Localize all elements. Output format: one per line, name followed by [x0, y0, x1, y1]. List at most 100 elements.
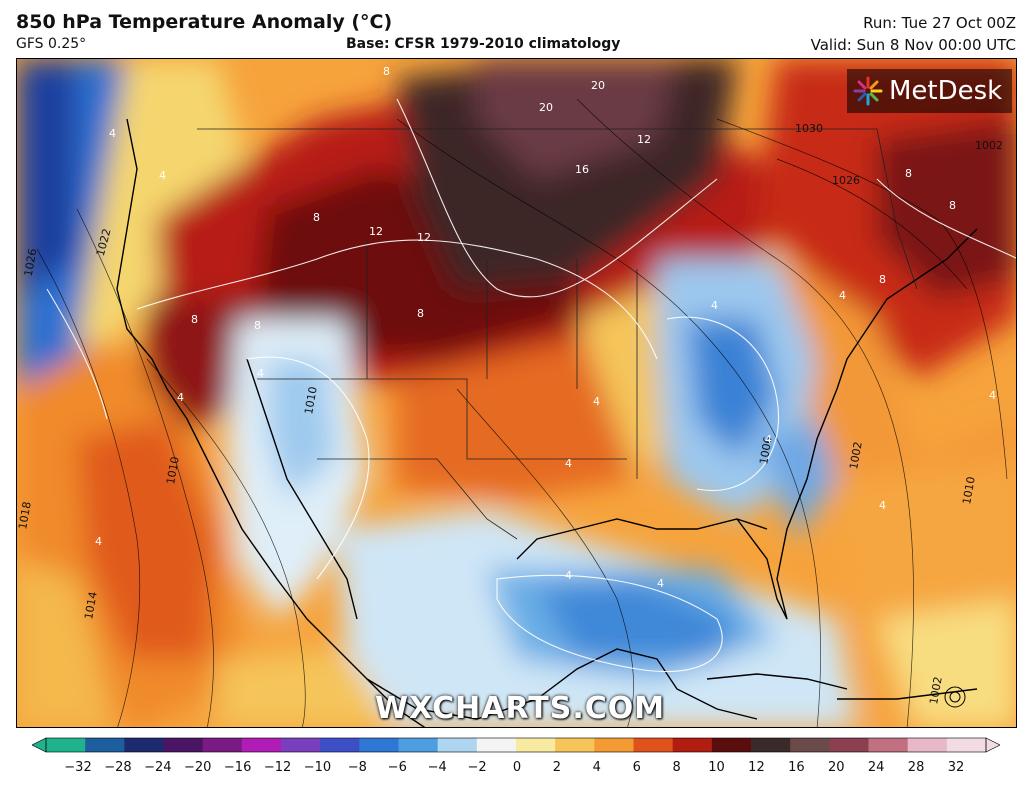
- colorbar-segment: [829, 738, 869, 752]
- anomaly-label: 4: [177, 391, 184, 404]
- anomaly-label: 8: [417, 307, 424, 320]
- anomaly-label: 20: [539, 101, 553, 114]
- colorbar-tick-label: −8: [347, 760, 367, 775]
- anomaly-label: 4: [657, 577, 664, 590]
- colorbar-segment: [241, 738, 282, 752]
- political-borders: [197, 128, 918, 540]
- colorbar-segment: [85, 738, 125, 752]
- colorbar-tick-label: 2: [552, 760, 562, 775]
- valid-time-label: Valid: Sun 8 Nov 00:00 UTC: [810, 36, 1016, 54]
- colorbar-tick-label: 6: [632, 760, 641, 775]
- colorbar-tick-label: 20: [827, 760, 845, 775]
- anomaly-label: 8: [879, 273, 886, 286]
- anomaly-label: 4: [257, 367, 264, 380]
- colorbar-segment: [398, 738, 439, 752]
- isobars: [36, 98, 1008, 727]
- anomaly-label: 4: [159, 169, 166, 182]
- colorbar-frame: [45, 737, 987, 753]
- anomaly-label: 4: [879, 499, 886, 512]
- anomaly-label: 4: [989, 389, 996, 402]
- metdesk-logo: MetDesk: [847, 69, 1012, 113]
- storm-symbol: [944, 686, 966, 708]
- colorbar-tick-label: −20: [184, 760, 212, 775]
- anomaly-label: 12: [637, 133, 651, 146]
- anomaly-label: 20: [591, 79, 605, 92]
- colorbar-segment: [202, 738, 243, 752]
- colorbar-segment: [320, 738, 360, 752]
- colorbar-segment: [672, 738, 713, 752]
- colorbar-max-arrow: [985, 737, 1000, 753]
- isobar-labels: 1030 1026 1026 1022 1018 1014 1010 1010 …: [17, 122, 1003, 705]
- anomaly-label: 12: [417, 231, 431, 244]
- colorbar-tick-label: 32: [947, 760, 965, 775]
- colorbar-tick-label: −12: [263, 760, 292, 775]
- colorbar-segment: [516, 738, 556, 752]
- colorbar: [32, 737, 1000, 753]
- anomaly-label: 4: [565, 569, 572, 582]
- anomaly-label: 4: [765, 433, 772, 446]
- anomaly-contours: [46, 98, 1016, 673]
- colorbar-segment: [359, 738, 399, 752]
- isobar-label: 1010: [164, 456, 182, 486]
- colorbar-segment: [790, 738, 830, 752]
- colorbar-segment: [751, 738, 791, 752]
- isobar-label: 1026: [22, 248, 40, 278]
- chart-title: 850 hPa Temperature Anomaly (°C): [16, 11, 393, 33]
- isobar-label: 1002: [975, 139, 1003, 152]
- anomaly-label: 8: [254, 319, 261, 332]
- logo-text: MetDesk: [889, 76, 1003, 106]
- colorbar-tick-label: 24: [867, 760, 885, 775]
- model-label: GFS 0.25°: [16, 36, 87, 52]
- run-time-label: Run: Tue 27 Oct 00Z: [863, 14, 1016, 32]
- anomaly-label: 4: [565, 457, 572, 470]
- climatology-base-label: Base: CFSR 1979-2010 climatology: [346, 36, 621, 52]
- isobar-label: 1018: [17, 501, 34, 531]
- colorbar-segment: [594, 738, 634, 752]
- anomaly-label: 12: [369, 225, 383, 238]
- colorbar-tick-label: 4: [592, 760, 601, 775]
- colorbar-segment: [711, 738, 752, 752]
- anomaly-field: [17, 59, 1016, 727]
- colorbar-tick-label: −10: [303, 760, 332, 775]
- coastlines: [116, 118, 978, 727]
- colorbar-segment: [907, 738, 948, 752]
- isobar-label: 1002: [847, 441, 865, 471]
- anomaly-label: 4: [839, 289, 846, 302]
- anomaly-label: 4: [593, 395, 600, 408]
- starburst-icon: [853, 76, 883, 106]
- anomaly-labels: 8 8 8 8 8 8 12 12 16 20 20 12 8 8 4 4 4 …: [95, 65, 996, 590]
- colorbar-tick-label: 16: [788, 760, 805, 775]
- anomaly-label: 8: [191, 313, 198, 326]
- isobar-label: 1014: [82, 591, 100, 621]
- colorbar-min-arrow: [32, 737, 47, 753]
- isobar-label: 1030: [795, 122, 823, 135]
- watermark: WXCHARTS.COM: [375, 691, 666, 726]
- map-canvas: 1030 1026 1026 1022 1018 1014 1010 1010 …: [17, 59, 1016, 727]
- colorbar-segment: [46, 738, 86, 752]
- isobar-label: 1006: [757, 436, 775, 466]
- anomaly-map[interactable]: 1030 1026 1026 1022 1018 1014 1010 1010 …: [16, 58, 1017, 728]
- colorbar-segment: [437, 738, 478, 752]
- colorbar-tick-label: 28: [907, 760, 925, 775]
- anomaly-label: 16: [575, 163, 589, 176]
- anomaly-label: 4: [711, 299, 718, 312]
- colorbar-tick-label: −2: [467, 760, 487, 775]
- isobar-label: 1010: [960, 476, 978, 506]
- colorbar-tick-label: −4: [427, 760, 447, 775]
- colorbar-tick-label: −32: [64, 760, 92, 775]
- anomaly-label: 8: [383, 65, 390, 78]
- colorbar-segment: [946, 738, 987, 752]
- anomaly-label: 8: [949, 199, 956, 212]
- colorbar-tick-label: 8: [672, 760, 681, 775]
- colorbar-tick-label: 0: [512, 760, 522, 775]
- anomaly-label: 4: [95, 535, 102, 548]
- colorbar-segment: [868, 738, 909, 752]
- colorbar-tick-label: −24: [144, 760, 172, 775]
- anomaly-label: 8: [313, 211, 320, 224]
- anomaly-label: 8: [905, 167, 912, 180]
- isobar-label: 1002: [927, 676, 945, 706]
- colorbar-tick-label: 10: [708, 760, 725, 775]
- colorbar-segment: [281, 738, 321, 752]
- colorbar-tick-label: −6: [387, 760, 407, 775]
- colorbar-segment: [555, 738, 595, 752]
